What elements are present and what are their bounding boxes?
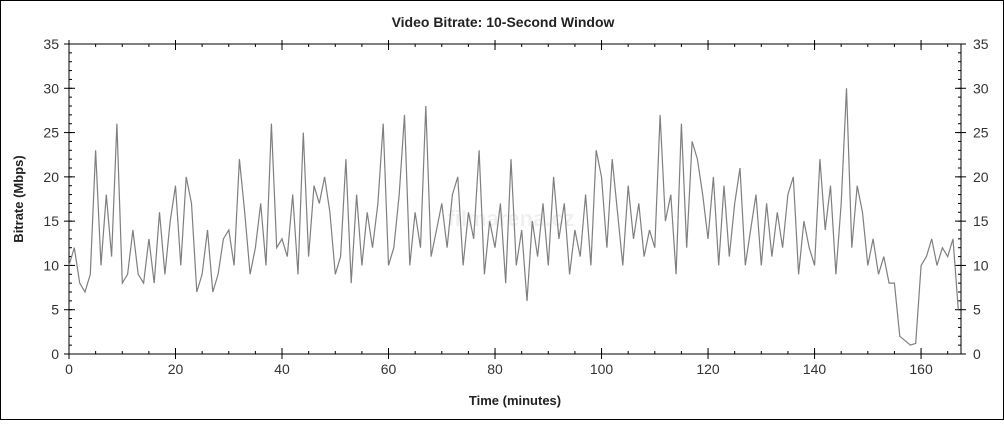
y-tick-label: 35	[43, 36, 59, 52]
x-tick-label: 100	[590, 361, 614, 377]
y-tick-label-right: 15	[973, 213, 989, 229]
x-tick-label: 120	[696, 361, 720, 377]
series-line	[68, 88, 959, 346]
y-tick-label-right: 25	[973, 125, 989, 141]
y-tick-label-right: 0	[973, 346, 981, 362]
y-tick-label: 0	[51, 346, 59, 362]
plot-border	[68, 43, 962, 355]
y-tick-label: 5	[51, 302, 59, 318]
y-tick-label-right: 5	[973, 302, 981, 318]
y-tick-label-right: 30	[973, 80, 989, 96]
x-tick-label: 80	[487, 361, 503, 377]
x-tick-label: 60	[381, 361, 397, 377]
x-axis-label: Time (minutes)	[469, 393, 561, 408]
y-tick-label-right: 35	[973, 36, 989, 52]
y-tick-label: 25	[43, 125, 59, 141]
x-tick-label: 20	[168, 361, 184, 377]
y-tick-label-right: 20	[973, 169, 989, 185]
y-tick-label: 30	[43, 80, 59, 96]
x-tick-label: 40	[274, 361, 290, 377]
y-tick-label-right: 10	[973, 257, 989, 273]
watermark: filmarena.cz	[447, 206, 574, 231]
y-tick-label: 20	[43, 169, 59, 185]
y-axis-label: Bitrate (Mbps)	[11, 155, 26, 242]
y-tick-label: 15	[43, 213, 59, 229]
x-tick-label: 160	[909, 361, 933, 377]
x-tick-label: 0	[65, 361, 73, 377]
chart-title: Video Bitrate: 10-Second Window	[392, 14, 615, 30]
y-tick-label: 10	[43, 257, 59, 273]
x-tick-label: 140	[803, 361, 827, 377]
